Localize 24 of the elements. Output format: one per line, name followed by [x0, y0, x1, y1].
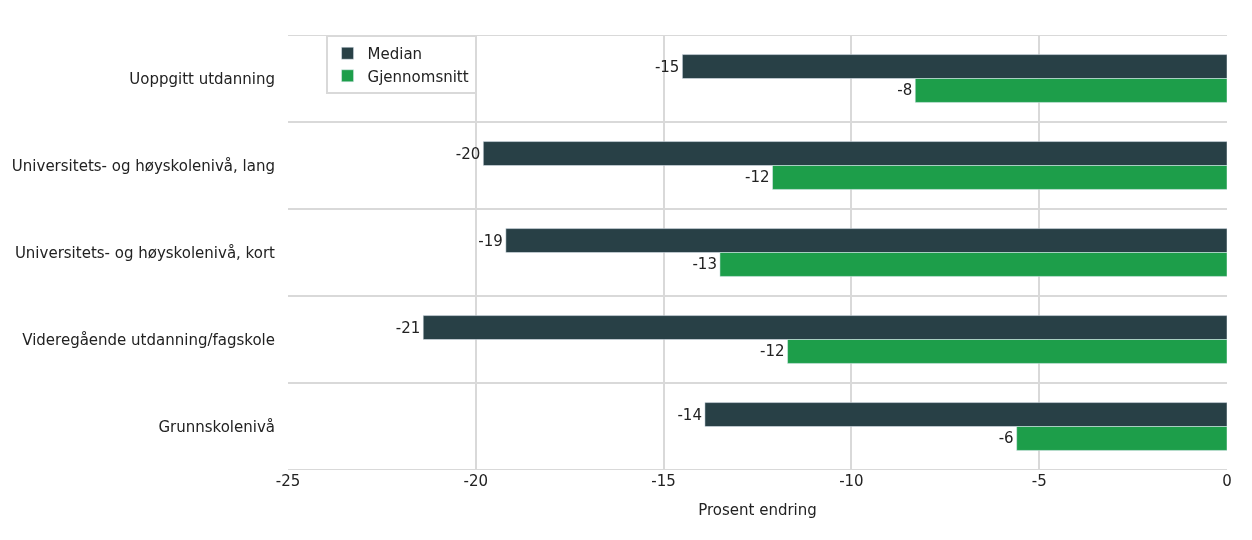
x-tick-label: -25	[275, 472, 301, 490]
data-label: -12	[760, 342, 785, 361]
legend-label: Gjennomsnitt	[367, 67, 469, 86]
data-label: -14	[677, 405, 702, 424]
data-label: -19	[478, 231, 503, 250]
data-label: -15	[654, 57, 680, 76]
x-tick-label: -5	[1031, 472, 1047, 490]
data-label: -8	[897, 81, 913, 100]
x-tick-label: 0	[1222, 472, 1232, 490]
x-tick-label: -15	[651, 472, 676, 490]
data-label: -21	[395, 318, 421, 337]
x-tick-label: -20	[463, 472, 489, 490]
y-tick-label: Grunnskolenivå	[158, 417, 275, 436]
data-label: -13	[692, 255, 717, 274]
x-tick-label: -10	[839, 472, 864, 490]
legend-label: Median	[367, 45, 423, 64]
y-tick-label: Uoppgitt utdanning	[129, 69, 275, 88]
y-tick-label: Videregående utdanning/fagskole	[22, 330, 275, 349]
data-label: -12	[745, 168, 770, 187]
data-label: -20	[455, 144, 481, 163]
y-tick-label: Universitets- og høyskolenivå, kort	[14, 243, 276, 262]
data-label: -6	[998, 429, 1014, 448]
x-axis-title: Prosent endring	[698, 501, 817, 519]
y-tick-label: Universitets- og høyskolenivå, lang	[11, 156, 275, 175]
